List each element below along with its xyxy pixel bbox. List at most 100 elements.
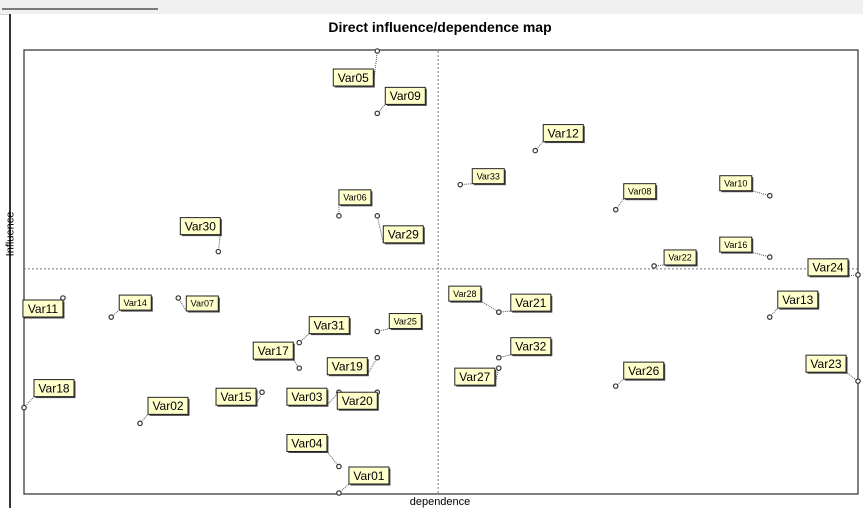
label-box-var11	[22, 299, 64, 318]
label-var27: Var27	[459, 370, 490, 384]
x-axis-label: dependence	[409, 496, 471, 508]
label-box-var32	[510, 337, 552, 356]
point-var07	[175, 295, 182, 301]
point-var23	[855, 378, 861, 384]
label-var01: Var01	[353, 469, 384, 483]
point-var02	[137, 420, 143, 427]
point-var22	[651, 263, 657, 269]
label-box-var08	[623, 183, 657, 200]
label-box-var15	[215, 387, 257, 406]
label-var20: Var20	[342, 394, 373, 408]
label-box-var30	[179, 217, 221, 236]
tab-indicator	[2, 8, 158, 10]
label-var30: Var30	[185, 219, 216, 233]
plot-border	[23, 49, 859, 495]
point-var24	[855, 272, 861, 278]
point-var13	[766, 314, 773, 320]
label-box-var31	[308, 316, 350, 335]
label-box-var18	[33, 379, 75, 398]
point-var12	[532, 147, 539, 154]
label-box-var21	[510, 293, 552, 312]
label-var11: Var11	[28, 302, 59, 316]
label-box-var06	[338, 189, 372, 206]
point-var19	[374, 354, 381, 361]
label-var12: Var12	[548, 126, 579, 140]
label-var29: Var29	[388, 228, 419, 242]
point-var21	[495, 309, 502, 315]
point-var33	[457, 181, 464, 188]
label-box-var19	[326, 357, 368, 376]
label-box-var07	[185, 295, 219, 312]
label-box-var02	[147, 396, 189, 415]
point-var06	[336, 213, 342, 219]
label-var10: Var10	[724, 178, 747, 188]
point-var15	[259, 389, 265, 396]
connector-var14	[110, 309, 120, 318]
label-var31: Var31	[314, 318, 345, 332]
connector-var24	[847, 274, 859, 277]
connector-var26	[615, 378, 625, 387]
point-var09	[374, 110, 381, 117]
point-var04	[336, 463, 342, 470]
label-var05: Var05	[338, 71, 369, 85]
label-box-var16	[719, 236, 753, 253]
chart-title: Direct influence/dependence map	[328, 19, 552, 35]
point-var10	[766, 192, 773, 199]
label-box-var13	[777, 290, 819, 309]
point-var25	[374, 328, 381, 335]
label-var26: Var26	[628, 364, 659, 378]
connector-var29	[376, 215, 384, 243]
point-var27	[495, 365, 502, 371]
connector-var19	[366, 357, 378, 375]
plot-layer: Var05 Var09 Var12 Var33 Var10 Var08 Var06 Var29…	[21, 48, 861, 496]
label-var24: Var24	[812, 261, 843, 275]
label-box-var17	[252, 341, 294, 360]
label-box-var05	[332, 68, 374, 87]
label-box-var09	[384, 86, 426, 105]
label-var07: Var07	[191, 299, 214, 309]
label-box-var26	[623, 361, 665, 380]
point-var01	[336, 490, 342, 496]
point-var26	[612, 383, 619, 389]
label-var09: Var09	[390, 89, 421, 103]
label-box-var10	[719, 175, 753, 192]
connector-var22	[654, 264, 665, 267]
label-var03: Var03	[291, 390, 322, 404]
label-box-var14	[118, 294, 152, 311]
label-box-var24	[807, 258, 849, 277]
label-var33: Var33	[477, 171, 500, 181]
connector-var04	[326, 451, 340, 467]
label-var19: Var19	[332, 360, 363, 374]
connector-var30	[217, 234, 221, 252]
label-var02: Var02	[152, 399, 183, 413]
point-var14	[108, 314, 115, 320]
label-var28: Var28	[453, 289, 476, 299]
label-box-var33	[471, 168, 505, 185]
label-var06: Var06	[343, 193, 366, 203]
label-var21: Var21	[515, 296, 546, 310]
label-box-var12	[542, 124, 584, 143]
label-var25: Var25	[394, 316, 417, 326]
point-var08	[612, 206, 619, 213]
label-box-var23	[805, 354, 847, 373]
label-box-var28	[448, 285, 482, 302]
label-var04: Var04	[291, 436, 322, 450]
label-var13: Var13	[782, 293, 813, 307]
label-var22: Var22	[668, 253, 691, 263]
label-box-var20	[336, 391, 378, 410]
point-var05	[374, 48, 381, 54]
label-box-var25	[388, 313, 422, 330]
label-var16: Var16	[724, 240, 747, 250]
label-var18: Var18	[38, 381, 69, 395]
label-box-var03	[286, 387, 328, 406]
label-var32: Var32	[515, 340, 546, 354]
label-box-var27	[454, 367, 496, 386]
point-var31	[296, 339, 303, 346]
label-var08: Var08	[628, 186, 651, 196]
y-axis-label: Influence	[4, 211, 17, 257]
label-var23: Var23	[810, 357, 841, 371]
connector-var28	[480, 300, 500, 313]
label-var15: Var15	[220, 390, 251, 404]
point-var16	[766, 254, 773, 260]
